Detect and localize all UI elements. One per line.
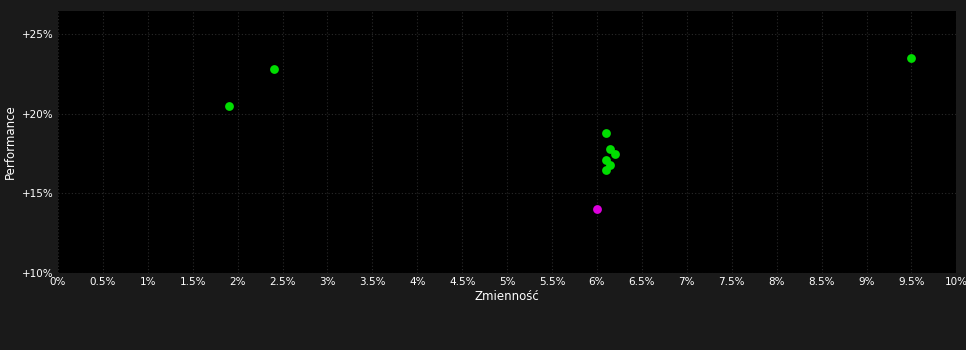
Point [266,66,281,72]
Point [904,55,920,61]
X-axis label: Zmienność: Zmienność [474,290,540,303]
Point [603,146,618,152]
Point [598,157,613,163]
Point [589,206,605,212]
Point [598,167,613,173]
Point [221,103,237,109]
Point [603,162,618,168]
Point [598,130,613,136]
Y-axis label: Performance: Performance [4,104,16,179]
Point [608,151,623,156]
